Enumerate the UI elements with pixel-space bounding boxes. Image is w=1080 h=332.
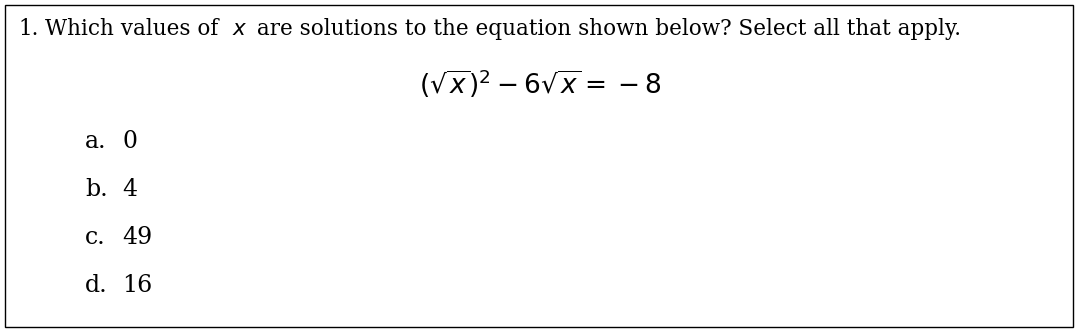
- Text: a.: a.: [85, 130, 107, 153]
- Text: are solutions to the equation shown below? Select all that apply.: are solutions to the equation shown belo…: [249, 18, 961, 40]
- Text: 0: 0: [122, 130, 137, 153]
- Text: c.: c.: [85, 226, 106, 249]
- Text: Which values of: Which values of: [45, 18, 226, 40]
- Text: d.: d.: [85, 274, 108, 297]
- Text: 1.: 1.: [18, 18, 39, 40]
- Text: $\left(\sqrt{x}\right)^{2} - 6\sqrt{x} = -8$: $\left(\sqrt{x}\right)^{2} - 6\sqrt{x} =…: [419, 68, 661, 101]
- Text: b.: b.: [85, 178, 108, 201]
- Text: 16: 16: [122, 274, 152, 297]
- Text: $x$: $x$: [232, 18, 247, 40]
- Text: 4: 4: [122, 178, 137, 201]
- Text: 49: 49: [122, 226, 152, 249]
